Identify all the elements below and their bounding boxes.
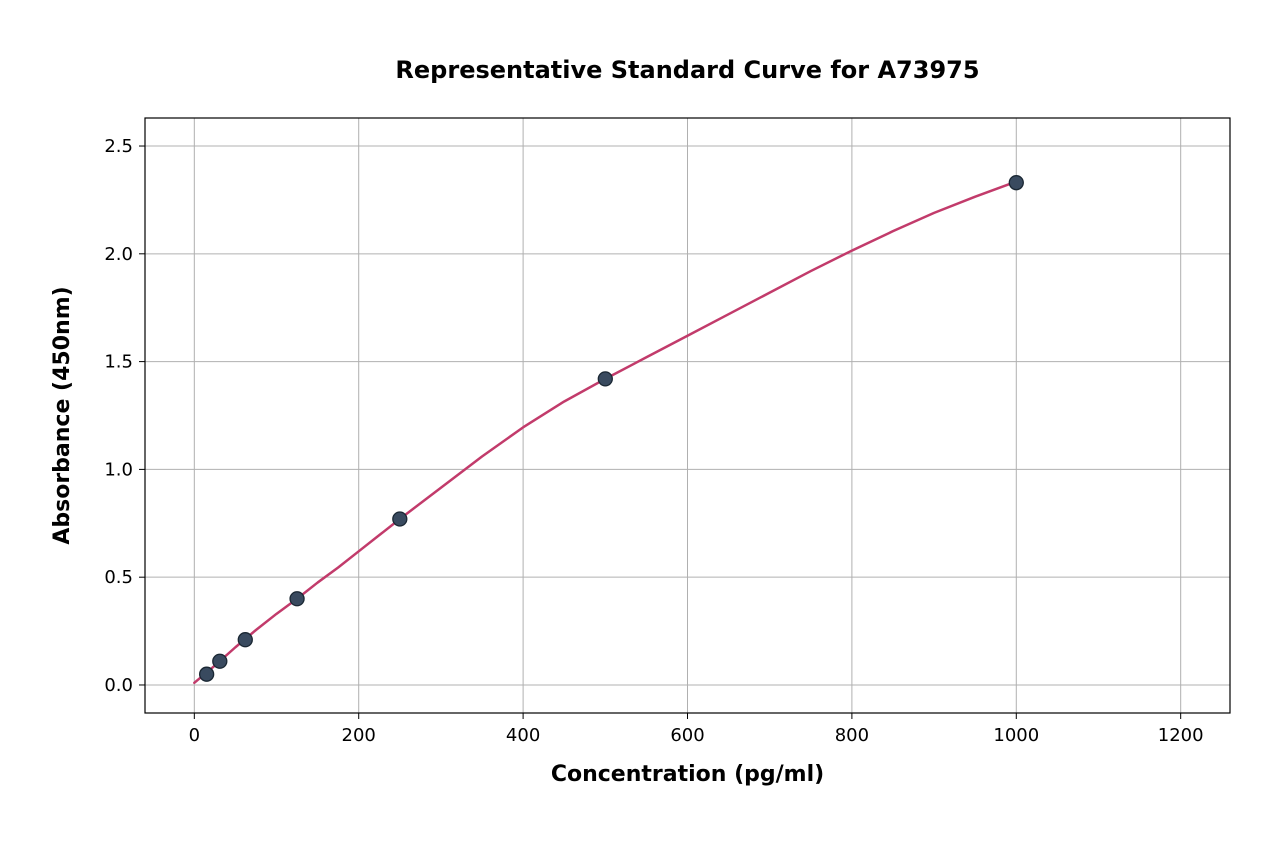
x-tick-label: 0 [189,725,200,746]
x-tick-label: 1200 [1158,725,1204,746]
y-tick-label: 2.0 [104,244,133,265]
x-tick-label: 800 [835,725,869,746]
y-tick-label: 0.5 [104,567,133,588]
data-point [238,633,252,647]
y-tick-label: 1.0 [104,459,133,480]
data-point [200,667,214,681]
y-tick-label: 2.5 [104,136,133,157]
x-tick-label: 600 [670,725,704,746]
data-point [598,372,612,386]
x-tick-label: 400 [506,725,540,746]
y-tick-label: 0.0 [104,675,133,696]
standard-curve-chart: 0 200 400 600 800 1000 1200 0.0 0.5 1.0 1.5 2.0 2.5 C… [0,0,1280,845]
x-tick-label: 200 [342,725,376,746]
data-point [213,654,227,668]
x-tick-label: 1000 [993,725,1039,746]
y-tick-label: 1.5 [104,352,133,373]
data-point [290,592,304,606]
y-axis-label: Absorbance (450nm) [50,286,75,544]
data-point [393,512,407,526]
x-axis-label: Concentration (pg/ml) [551,762,824,787]
chart-container: 0 200 400 600 800 1000 1200 0.0 0.5 1.0 1.5 2.0 2.5 C… [0,0,1280,845]
data-point [1009,176,1023,190]
chart-title: Representative Standard Curve for A73975 [395,56,979,84]
